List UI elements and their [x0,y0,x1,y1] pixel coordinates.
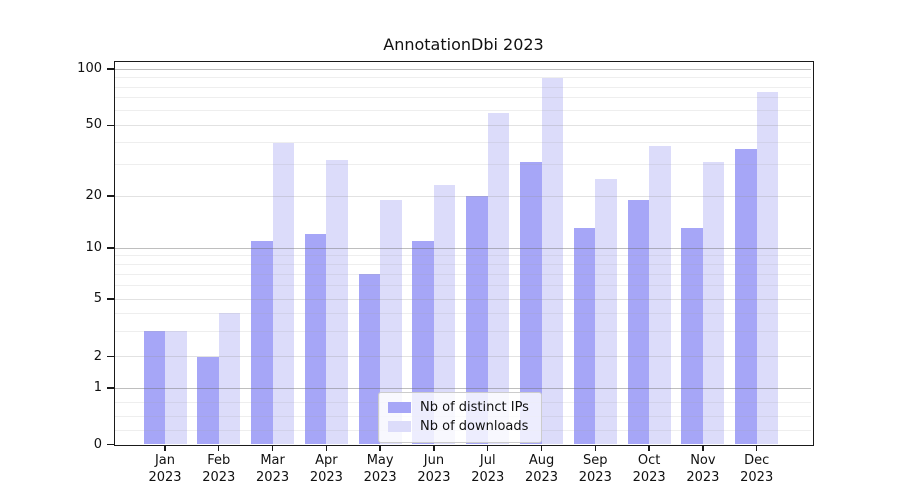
bar-jan-distinct-ips [143,331,165,445]
xtick-mark-jan [164,444,166,451]
bar-jul-distinct-ips [466,196,488,445]
xtick-label-oct: Oct 2023 [632,453,666,485]
bar-nov-downloads [702,162,725,445]
bar-jul-downloads [487,113,510,445]
xtick-mark-oct [648,444,650,451]
chart-title: AnnotationDbi 2023 [383,35,544,54]
bar-aug-distinct-ips [520,162,542,445]
legend-item-downloads: Nb of downloads [388,417,532,436]
bar-oct-distinct-ips [627,199,650,445]
xtick-label-jul: Jul 2023 [471,453,505,485]
gridline-20 [115,195,811,197]
ytick-mark-50 [107,124,114,126]
legend: Nb of distinct IPs Nb of downloads [378,391,542,443]
xtick-mark-jun [433,444,435,451]
gridline-7 [115,273,811,275]
ytick-mark-0 [107,444,114,446]
bar-nov-distinct-ips [681,228,703,445]
ytick-label-1: 1 [93,380,102,395]
xtick-label-may: May 2023 [363,453,397,485]
xtick-label-jun: Jun 2023 [417,453,451,485]
gridline-80 [115,86,811,88]
bar-mar-downloads [272,142,295,445]
gridline-4 [115,312,811,314]
bar-dec-downloads [756,92,779,445]
gridline-40 [115,142,811,144]
legend-label-distinct-ips: Nb of distinct IPs [420,399,529,415]
gridline-100 [115,68,811,70]
gridline-30 [115,164,811,166]
ytick-label-0: 0 [93,436,102,452]
bar-sep-downloads [595,178,617,445]
bar-sep-distinct-ips [573,228,596,445]
xtick-label-jan: Jan 2023 [148,453,182,485]
bar-dec-distinct-ips [735,148,757,445]
gridline-6 [115,285,811,287]
bar-apr-distinct-ips [304,234,327,445]
xtick-mark-aug [540,444,543,451]
bar-jan-downloads [165,331,187,445]
xtick-label-nov: Nov 2023 [686,453,720,485]
gridline-5 [115,298,811,300]
xtick-mark-feb [218,444,220,451]
xtick-label-feb: Feb 2023 [202,453,236,485]
gridline-2 [115,356,811,358]
ytick-mark-20 [107,195,114,197]
xtick-mark-may [379,444,381,451]
bar-aug-downloads [541,77,564,445]
bar-may-downloads [380,199,402,445]
gridline-3 [115,330,811,332]
legend-label-downloads: Nb of downloads [420,418,529,434]
gridline-50 [115,124,811,126]
legend-swatch-distinct-ips [388,401,411,413]
gridline-1 [115,387,811,389]
ytick-label-50: 50 [85,117,102,133]
ytick-mark-1 [107,387,114,389]
bar-jun-downloads [433,185,456,445]
legend-swatch-downloads [388,420,411,432]
ytick-mark-100 [107,68,114,70]
xtick-mark-jul [487,444,489,451]
xtick-label-apr: Apr 2023 [309,453,343,485]
bar-may-distinct-ips [358,274,381,445]
xtick-label-aug: Aug 2023 [524,453,559,485]
gridline-60 [115,109,811,111]
gridline-70 [115,97,811,99]
gridline-10 [115,247,811,249]
xtick-mark-apr [325,444,328,451]
xtick-mark-dec [755,444,758,451]
ytick-mark-5 [107,298,114,300]
gridline-8 [115,263,811,265]
bar-mar-distinct-ips [251,240,273,445]
xtick-mark-mar [271,444,274,451]
xtick-mark-sep [594,444,596,451]
gridline-9 [115,255,811,257]
bar-feb-distinct-ips [197,356,219,445]
gridline-90 [115,77,811,79]
ytick-label-100: 100 [77,61,102,76]
ytick-mark-2 [107,356,114,358]
xtick-label-dec: Dec 2023 [740,453,774,485]
ytick-label-10: 10 [85,240,102,255]
bar-apr-downloads [326,159,348,445]
xtick-mark-nov [702,444,704,451]
xtick-label-mar: Mar 2023 [256,453,290,485]
ytick-label-2: 2 [93,348,102,364]
ytick-label-20: 20 [85,188,102,203]
ytick-mark-10 [107,247,114,249]
bar-feb-downloads [218,313,241,445]
bar-oct-downloads [649,146,671,445]
ytick-label-5: 5 [93,291,102,306]
legend-item-distinct-ips: Nb of distinct IPs [388,398,532,417]
xtick-label-sep: Sep 2023 [578,453,612,485]
